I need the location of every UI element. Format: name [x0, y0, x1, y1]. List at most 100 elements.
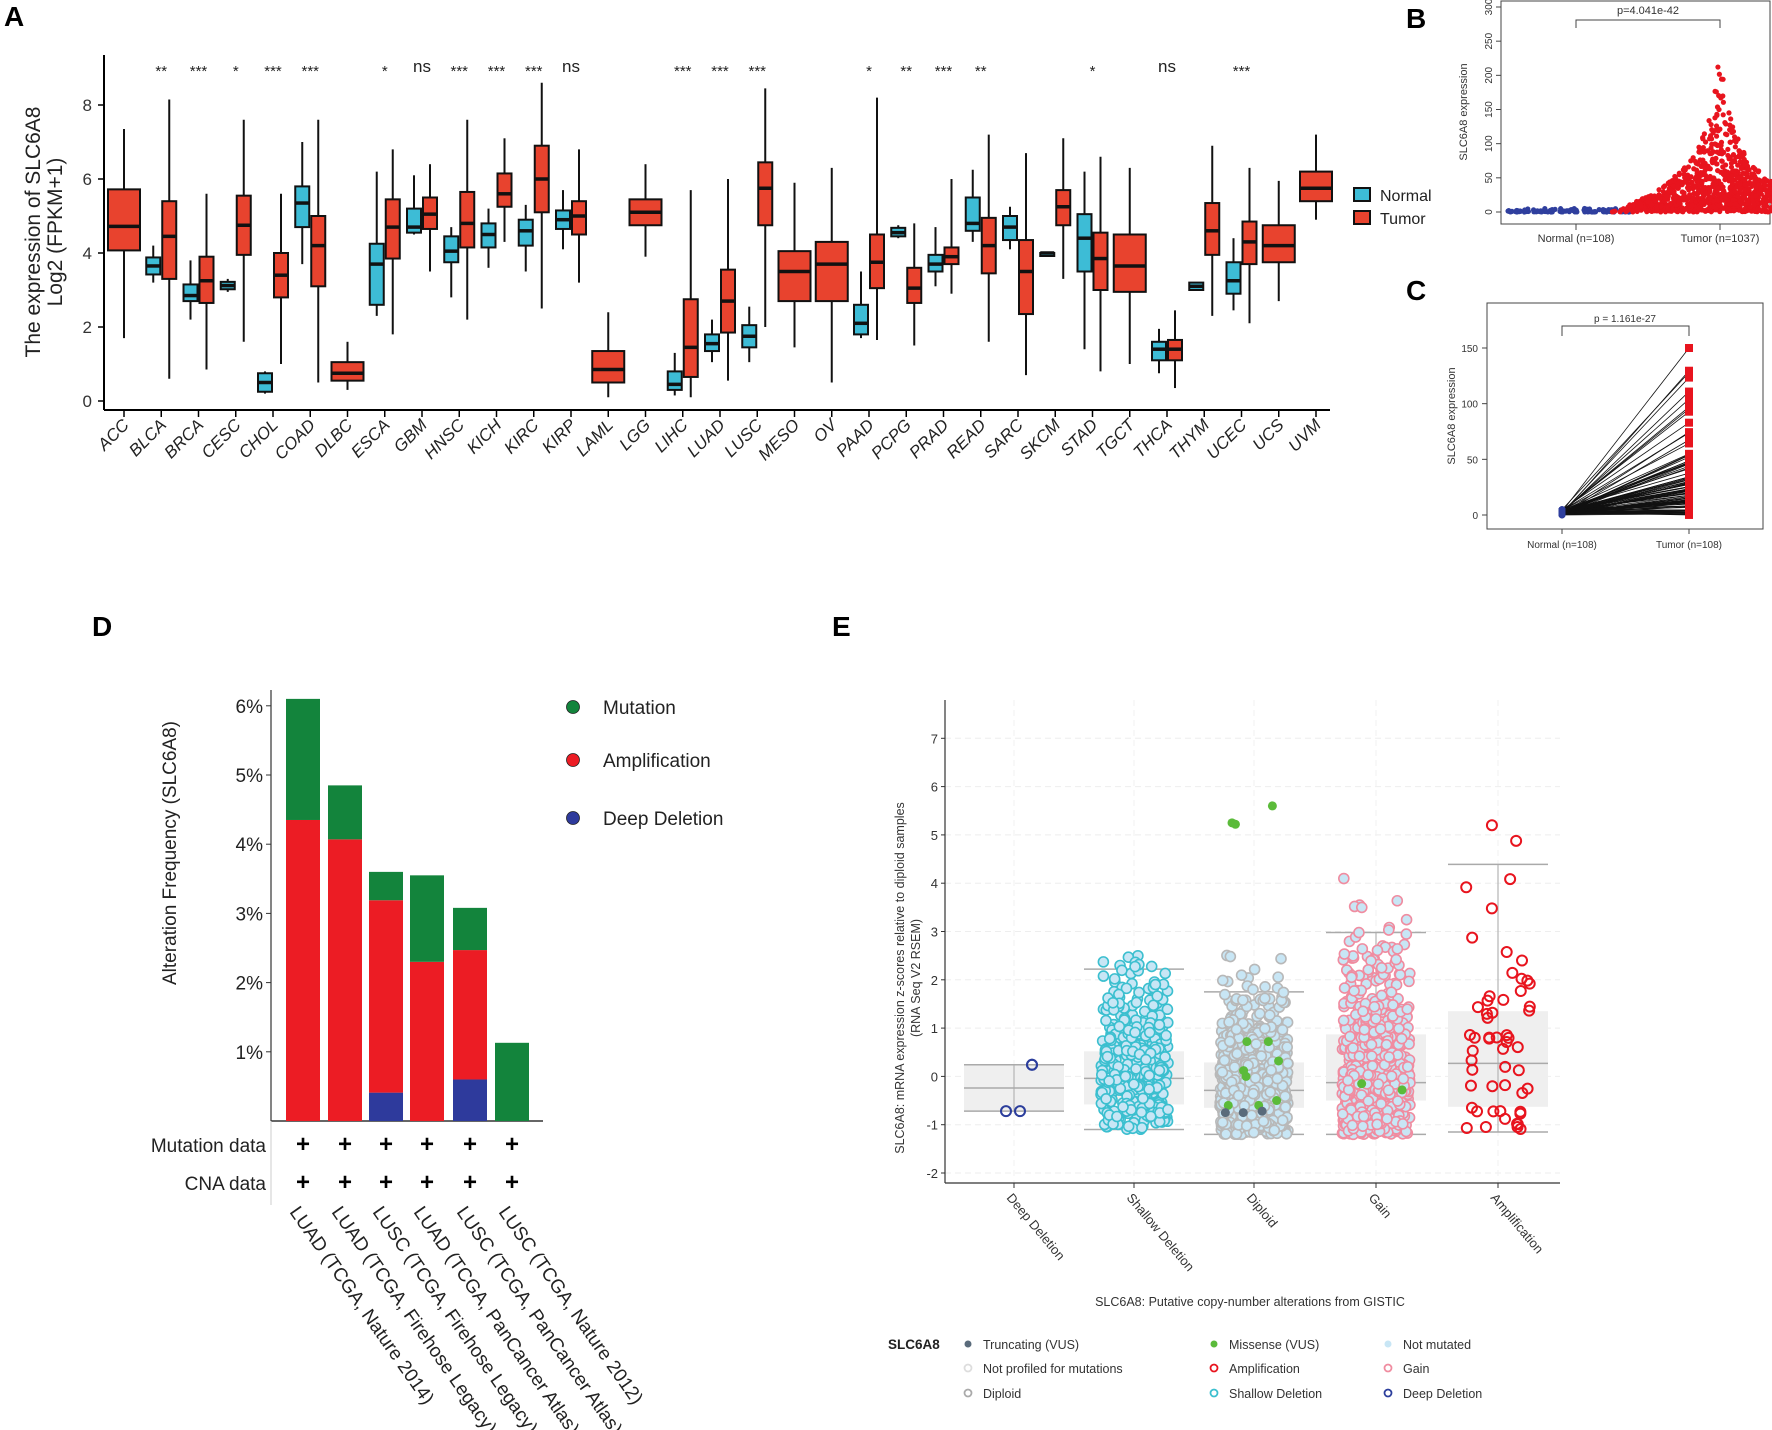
legend-dot — [566, 700, 580, 714]
data-point — [1276, 1023, 1289, 1036]
box — [384, 198, 401, 260]
data-point — [1365, 1050, 1378, 1062]
tumor-point — [1712, 88, 1718, 94]
legend-marker — [1383, 1388, 1393, 1398]
data-point — [1356, 943, 1369, 955]
data-point — [1264, 1086, 1277, 1098]
tumor-point — [1700, 163, 1706, 170]
bar-segment-amplification — [369, 900, 403, 1093]
box — [161, 200, 178, 280]
data-point — [1464, 1079, 1477, 1092]
x-tick-label: PRAD — [905, 415, 952, 462]
data-point — [1147, 999, 1160, 1012]
x-axis-title: SLC6A8: Putative copy-number alterations… — [1095, 1295, 1405, 1309]
y-tick-label: 5 — [931, 828, 938, 843]
x-tick-label: THYM — [1166, 415, 1214, 463]
data-point — [1390, 953, 1402, 966]
data-point — [1499, 1079, 1512, 1092]
tumor-point — [1718, 169, 1724, 175]
data-point — [1153, 1064, 1166, 1077]
tumor-box — [1092, 156, 1109, 372]
data-point — [1385, 986, 1398, 998]
data-point — [1237, 994, 1249, 1006]
truncating-point — [1220, 1108, 1230, 1118]
tumor-point — [1718, 95, 1724, 101]
pair-line — [1561, 497, 1690, 515]
tumor-point — [1714, 104, 1721, 110]
tumor-box — [1055, 138, 1072, 279]
data-point — [1216, 1066, 1229, 1078]
y-tick-label: 2% — [236, 974, 264, 995]
pair-line — [1561, 478, 1690, 512]
data-point — [1135, 1106, 1148, 1119]
tumor-point — [1623, 208, 1629, 215]
data-point — [1480, 1007, 1493, 1020]
tumor-point — [1685, 458, 1693, 467]
x-tick-label: COAD — [271, 415, 319, 463]
y-tick-label: 200 — [1484, 67, 1495, 84]
tumor-point — [1676, 199, 1682, 205]
data-point — [1355, 901, 1368, 914]
x-tick-label: Tumor (n=1037) — [1681, 233, 1760, 245]
data-point — [1272, 971, 1284, 983]
tumor-point — [1688, 174, 1694, 180]
data-point — [1014, 1105, 1026, 1118]
data-point — [1353, 926, 1365, 939]
data-point — [1380, 1038, 1393, 1051]
tumor-point — [1707, 195, 1713, 201]
legend-swatch-normal — [1353, 187, 1371, 202]
data-point — [1153, 1019, 1166, 1031]
legend-label: Amplification — [1229, 1362, 1300, 1376]
tumor-point — [1645, 199, 1651, 205]
tumor-point — [1665, 206, 1671, 212]
data-point — [1130, 1063, 1142, 1075]
tumor-box — [980, 134, 997, 342]
bar-segment-deep-deletion — [453, 1079, 487, 1121]
data-point — [1277, 986, 1290, 999]
truncating-point — [1238, 1108, 1248, 1118]
box — [496, 172, 513, 208]
tumor-point — [1704, 148, 1711, 154]
tumor-point — [1706, 118, 1712, 124]
significance-label: *** — [488, 63, 506, 80]
data-point — [1140, 1053, 1152, 1066]
x-tick-label: Tumor (n=108) — [1656, 540, 1722, 551]
tumor-point — [1728, 116, 1734, 122]
normal-box — [555, 190, 571, 250]
data-point — [1365, 1038, 1378, 1051]
tumor-point — [1688, 158, 1694, 164]
tumor-point — [1722, 193, 1728, 200]
data-point — [1159, 1051, 1171, 1063]
tumor-box — [310, 119, 327, 383]
data-point — [1120, 982, 1133, 995]
data-point — [1137, 1092, 1149, 1105]
panel-label-b: B — [1406, 3, 1426, 34]
data-point — [1397, 1072, 1410, 1085]
tumor-point — [1709, 150, 1715, 156]
bar-segment-mutation — [410, 875, 444, 962]
y-tick-label: 6 — [83, 170, 92, 189]
tumor-point — [1752, 166, 1758, 173]
tumor-box — [1299, 134, 1333, 220]
box — [1112, 233, 1147, 293]
tumor-point — [1768, 178, 1772, 185]
x-tick-label: LGG — [616, 415, 655, 454]
data-point — [1232, 1089, 1245, 1102]
data-point — [1523, 1004, 1536, 1017]
data-point — [1100, 1093, 1112, 1105]
data-point — [1122, 1120, 1135, 1133]
data-point — [1247, 1126, 1260, 1139]
significance-label: *** — [525, 63, 543, 80]
tumor-point — [1767, 186, 1772, 192]
tumor-point — [1717, 126, 1723, 132]
tumor-point — [1740, 170, 1746, 176]
data-point — [1259, 981, 1271, 993]
data-point — [1394, 968, 1407, 981]
tumor-box — [459, 119, 476, 320]
data-point — [1385, 1070, 1398, 1082]
tumor-point — [1741, 156, 1747, 163]
tumor-point — [1732, 144, 1738, 150]
tumor-point — [1720, 184, 1726, 190]
pair-line — [1561, 406, 1690, 512]
